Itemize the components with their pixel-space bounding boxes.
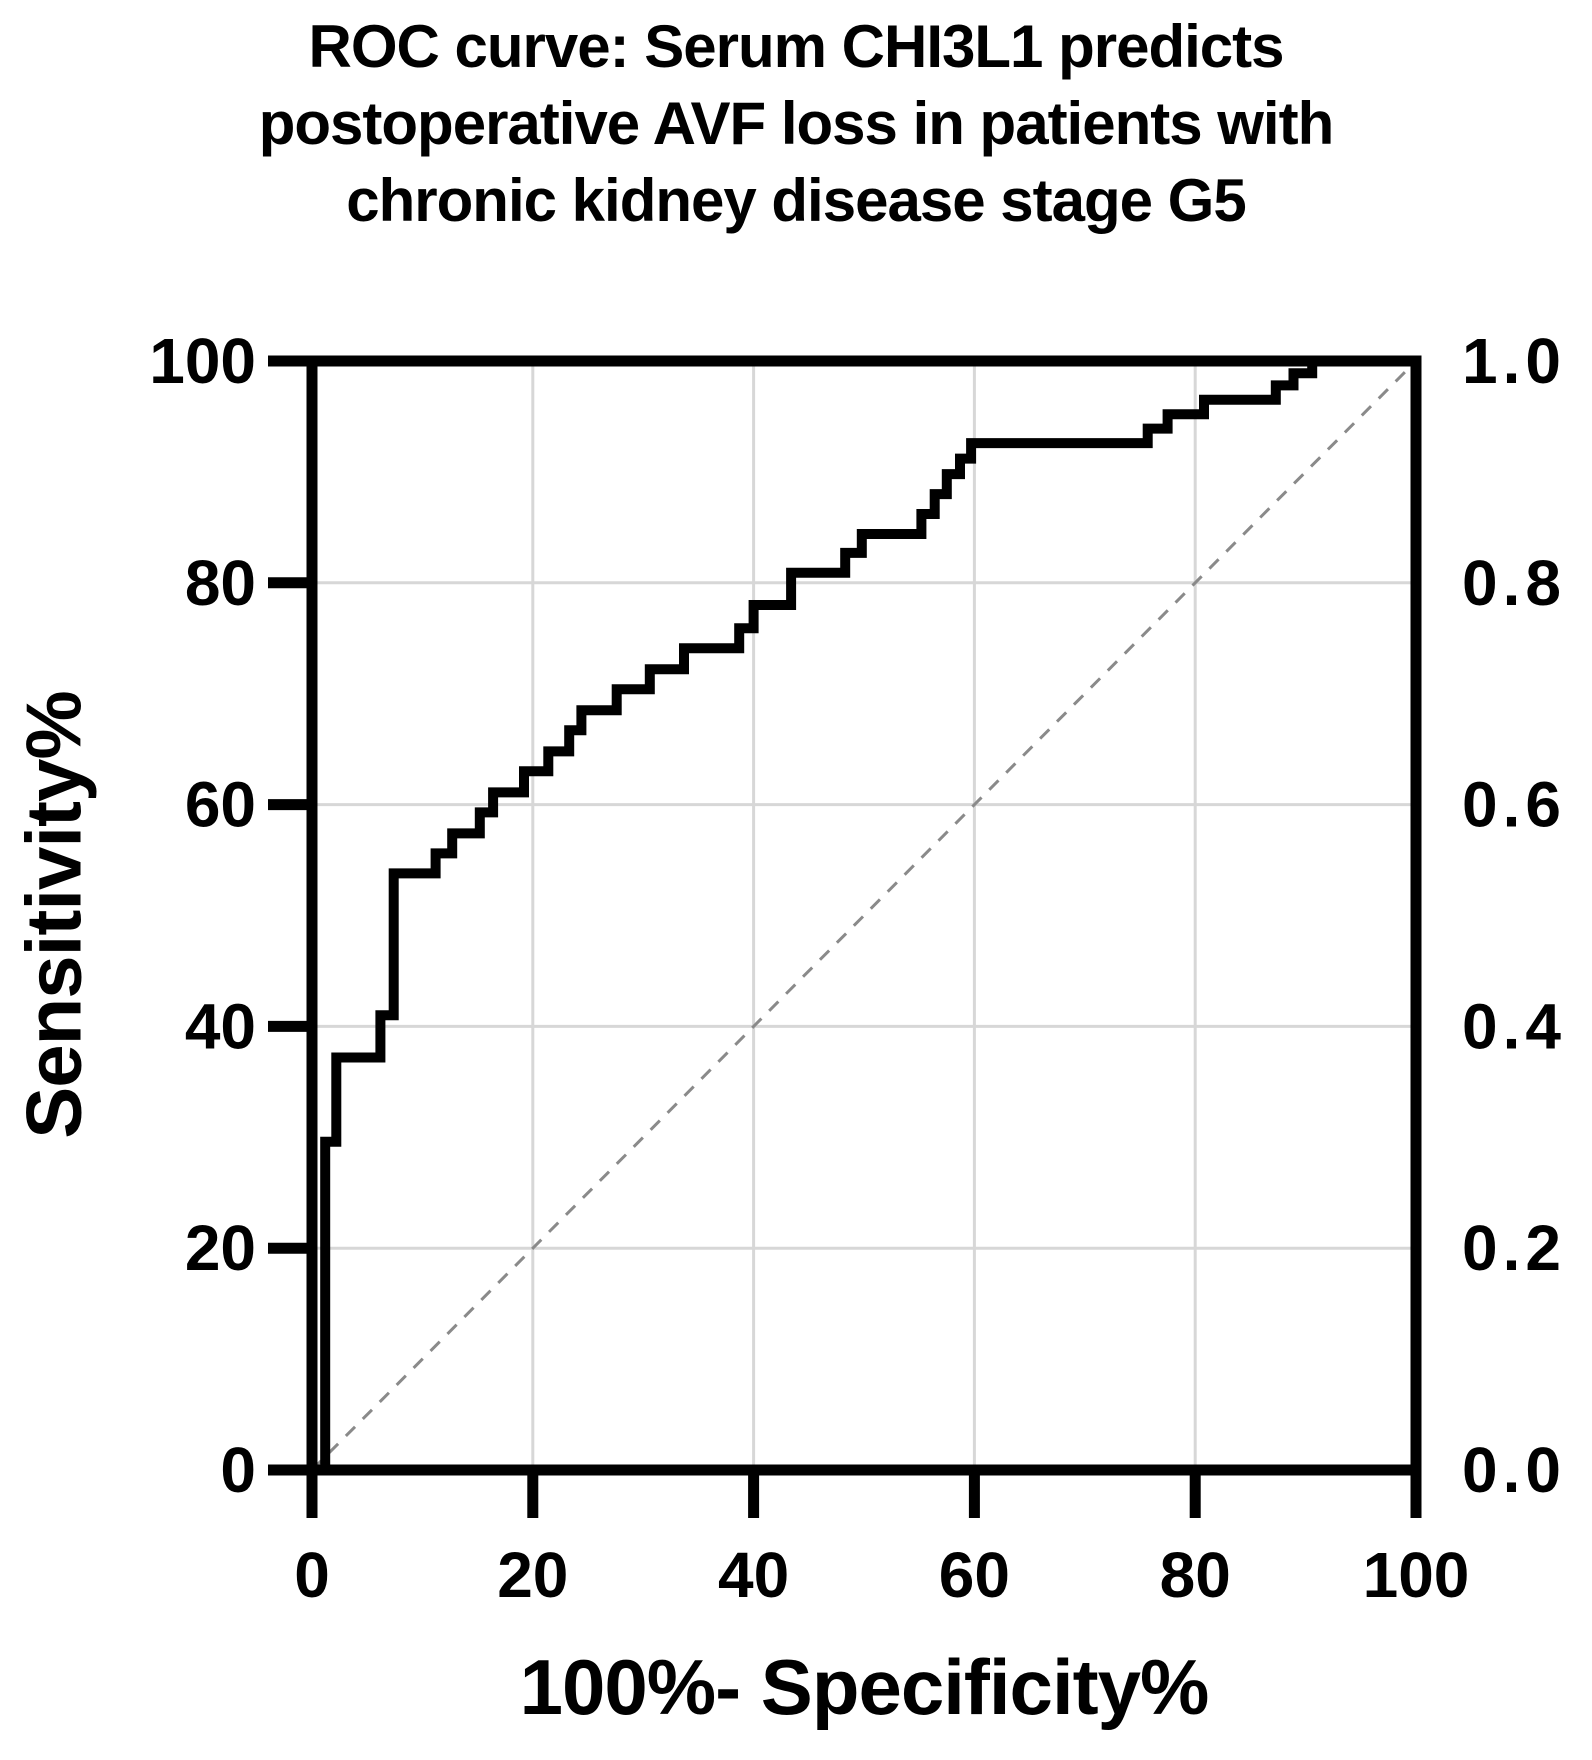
x-tick-label-20: 20 xyxy=(497,1539,568,1611)
y-left-tick-label-40: 40 xyxy=(185,990,256,1062)
y-right-tick-label-0.0: 0.0 xyxy=(1462,1434,1566,1506)
title-line-1: ROC curve: Serum CHI3L1 predicts xyxy=(308,13,1285,80)
plot-border xyxy=(306,355,1422,1476)
figure-title: ROC curve: Serum CHI3L1 predicts postope… xyxy=(0,8,1592,239)
y-left-tick-label-80: 80 xyxy=(185,547,256,619)
y-right-tick-label-1.0: 1.0 xyxy=(1462,325,1566,397)
roc-curve xyxy=(312,356,1416,1475)
y-left-tick-label-60: 60 xyxy=(185,769,256,841)
diagonal-reference-line xyxy=(310,359,1418,1472)
x-tick-label-100: 100 xyxy=(1363,1539,1470,1611)
x-tick-label-80: 80 xyxy=(1160,1539,1231,1611)
y-right-tick-label-0.8: 0.8 xyxy=(1462,547,1566,619)
y-right-tick-label-0.4: 0.4 xyxy=(1462,990,1566,1062)
y-right-tick-label-0.2: 0.2 xyxy=(1462,1212,1566,1284)
x-tick-label-40: 40 xyxy=(718,1539,789,1611)
x-tick-label-60: 60 xyxy=(939,1539,1010,1611)
title-line-2: postoperative AVF loss in patients with xyxy=(258,90,1335,157)
y-right-tick-label-0.6: 0.6 xyxy=(1462,769,1566,841)
x-tick-label-0: 0 xyxy=(294,1539,330,1611)
title-line-3: chronic kidney disease stage G5 xyxy=(346,167,1246,234)
y-left-tick-label-0: 0 xyxy=(220,1434,256,1506)
y-left-tick-label-100: 100 xyxy=(149,325,256,397)
y-left-tick-label-20: 20 xyxy=(185,1212,256,1284)
x-axis-title: 100%- Specificity% xyxy=(519,1643,1210,1731)
